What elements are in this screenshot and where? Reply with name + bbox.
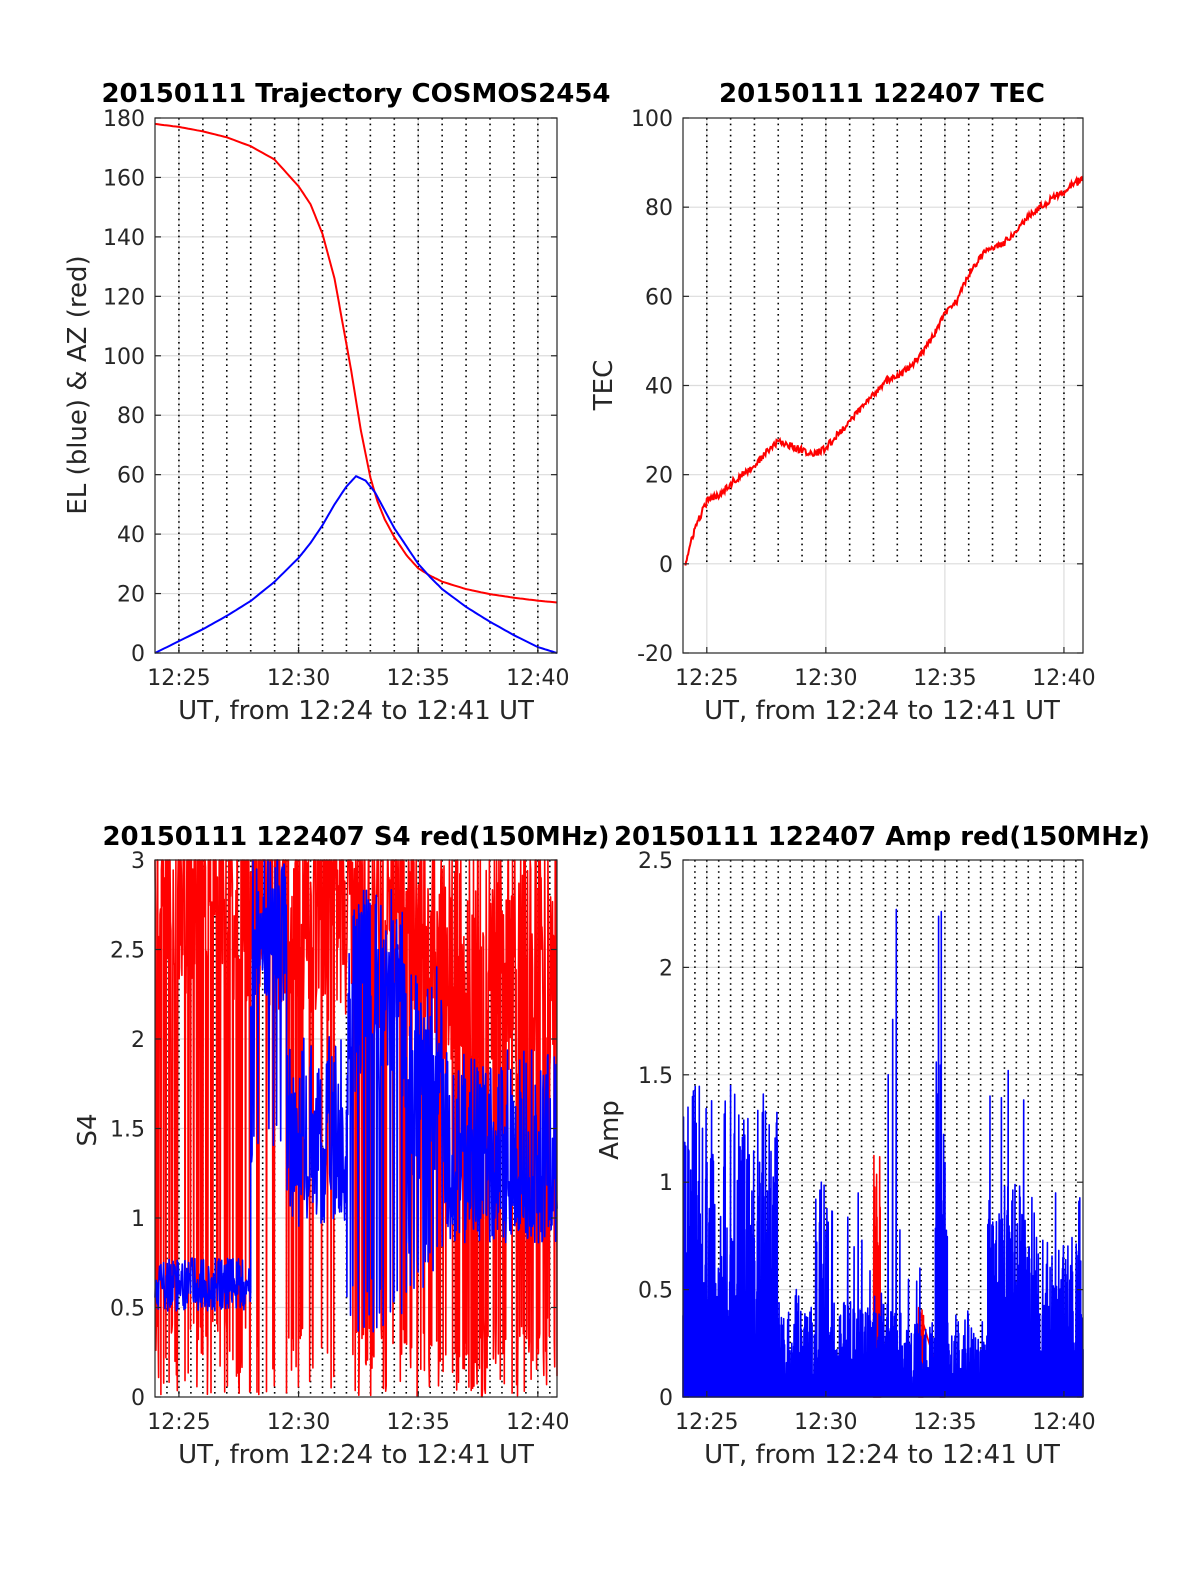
trajectory-ytick-label: 20 [117, 583, 145, 608]
tec-xtick-label: 12:25 [675, 666, 738, 691]
s4-xtick-label: 12:35 [387, 1410, 450, 1435]
tec-title: 20150111 122407 TEC [719, 79, 1045, 109]
s4-ytick-label: 1 [131, 1207, 145, 1232]
amp-ytick-label: 1 [659, 1171, 673, 1196]
trajectory-ytick-label: 80 [117, 404, 145, 429]
panel-amp: 0 0.5 1 1.5 2 2.5 12:25 12:30 12:35 12:40 UT, fr… [595, 849, 1096, 1470]
tec-xlabel: UT, from 12:24 to 12:41 UT [704, 696, 1060, 726]
trajectory-ytick-label: 120 [103, 285, 145, 310]
trajectory-xtick-label: 12:40 [506, 666, 569, 691]
trajectory-xtick-label: 12:25 [147, 666, 210, 691]
s4-series [154, 859, 558, 1398]
amp-xtick-label: 12:30 [794, 1410, 857, 1435]
s4-xtick-label: 12:30 [267, 1410, 330, 1435]
trajectory-ytick-label: 140 [103, 226, 145, 251]
tec-ytick-label: 0 [659, 553, 673, 578]
tec-dotted-minute-lines [706, 118, 1065, 564]
amp-title: 20150111 122407 Amp red(150MHz) [614, 822, 1150, 852]
trajectory-axes-box [154, 117, 558, 654]
s4-xlabel: UT, from 12:24 to 12:41 UT [178, 1440, 534, 1470]
trajectory-series [154, 122, 558, 654]
panel-trajectory: 20150111 Trajectory COSMOS2454 0 20 40 60 80… [63, 79, 611, 726]
amp-ytick-label: 2 [659, 956, 673, 981]
amp-y-ticks: 0 0.5 1 1.5 2 2.5 [638, 849, 1083, 1411]
s4-x-ticks: 12:25 12:30 12:35 12:40 [147, 1391, 570, 1435]
s4-ytick-label: 2 [131, 1028, 145, 1053]
trajectory-ylabel: EL (blue) & AZ (red) [63, 255, 93, 514]
amp-xlabel: UT, from 12:24 to 12:41 UT [704, 1440, 1060, 1470]
s4-series-red [154, 859, 558, 1398]
trajectory-y-ticks: 0 20 40 60 80 100 120 140 160 180 [103, 107, 557, 667]
trajectory-series-blue [154, 475, 558, 654]
trajectory-ytick-label: 0 [131, 642, 145, 667]
tec-series-red [684, 175, 1084, 566]
amp-series [682, 908, 1084, 1398]
panel-tec: 20150111 122407 TEC -20 0 20 40 60 80 100 12:2… [589, 79, 1096, 726]
s4-ytick-label: 2.5 [110, 939, 145, 964]
trajectory-x-ticks: 12:25 12:30 12:35 12:40 [147, 647, 570, 691]
amp-xtick-label: 12:35 [913, 1410, 976, 1435]
tec-xtick-label: 12:30 [794, 666, 857, 691]
trajectory-xtick-label: 12:35 [387, 666, 450, 691]
tec-ytick-label: -20 [637, 642, 673, 667]
amp-ytick-label: 1.5 [638, 1064, 673, 1089]
s4-xtick-label: 12:25 [147, 1410, 210, 1435]
amp-axes-box [682, 859, 1084, 1398]
tec-xtick-label: 12:40 [1032, 666, 1095, 691]
amp-ytick-label: 0 [659, 1386, 673, 1411]
tec-ytick-label: 20 [645, 464, 673, 489]
amp-xtick-label: 12:25 [675, 1410, 738, 1435]
s4-ytick-label: 1.5 [110, 1118, 145, 1143]
s4-xtick-label: 12:40 [506, 1410, 569, 1435]
amp-x-ticks: 12:25 12:30 12:35 12:40 [675, 1391, 1096, 1435]
trajectory-title: 20150111 Trajectory COSMOS2454 [101, 79, 610, 109]
s4-ytick-label: 0.5 [110, 1297, 145, 1322]
tec-y-ticks: -20 0 20 40 60 80 100 [631, 107, 1083, 667]
tec-series [684, 175, 1084, 566]
s4-ylabel: S4 [73, 1113, 103, 1146]
amp-ylabel: Amp [595, 1100, 625, 1160]
tec-ytick-label: 80 [645, 196, 673, 221]
trajectory-ytick-label: 60 [117, 464, 145, 489]
s4-y-ticks: 0 0.5 1 1.5 2 2.5 3 [110, 849, 557, 1411]
tec-xtick-label: 12:35 [913, 666, 976, 691]
tec-ytick-label: 40 [645, 375, 673, 400]
s4-title: 20150111 122407 S4 red(150MHz) [102, 822, 609, 852]
s4-series-blue [154, 859, 558, 1333]
trajectory-xtick-label: 12:30 [267, 666, 330, 691]
tec-ytick-label: 100 [631, 107, 673, 132]
tec-ylabel: TEC [589, 360, 619, 411]
s4-ytick-label: 3 [131, 849, 145, 874]
trajectory-gridlines [155, 118, 557, 653]
trajectory-series-red [154, 122, 558, 604]
trajectory-xlabel: UT, from 12:24 to 12:41 UT [178, 696, 534, 726]
trajectory-ytick-label: 40 [117, 523, 145, 548]
amp-ytick-label: 0.5 [638, 1279, 673, 1304]
trajectory-ytick-label: 160 [103, 166, 145, 191]
s4-ytick-label: 0 [131, 1386, 145, 1411]
panel-s4: 0 0.5 1 1.5 2 2.5 3 12:25 12:30 12:35 12:40 UT, f… [73, 849, 570, 1470]
tec-x-ticks: 12:25 12:30 12:35 12:40 [675, 647, 1096, 691]
tec-ytick-label: 60 [645, 285, 673, 310]
trajectory-ytick-label: 180 [103, 107, 145, 132]
amp-ytick-label: 2.5 [638, 849, 673, 874]
trajectory-ytick-label: 100 [103, 345, 145, 370]
amp-series-blue [682, 908, 1084, 1398]
trajectory-dotted-minute-lines [178, 118, 539, 653]
amp-xtick-label: 12:40 [1032, 1410, 1095, 1435]
